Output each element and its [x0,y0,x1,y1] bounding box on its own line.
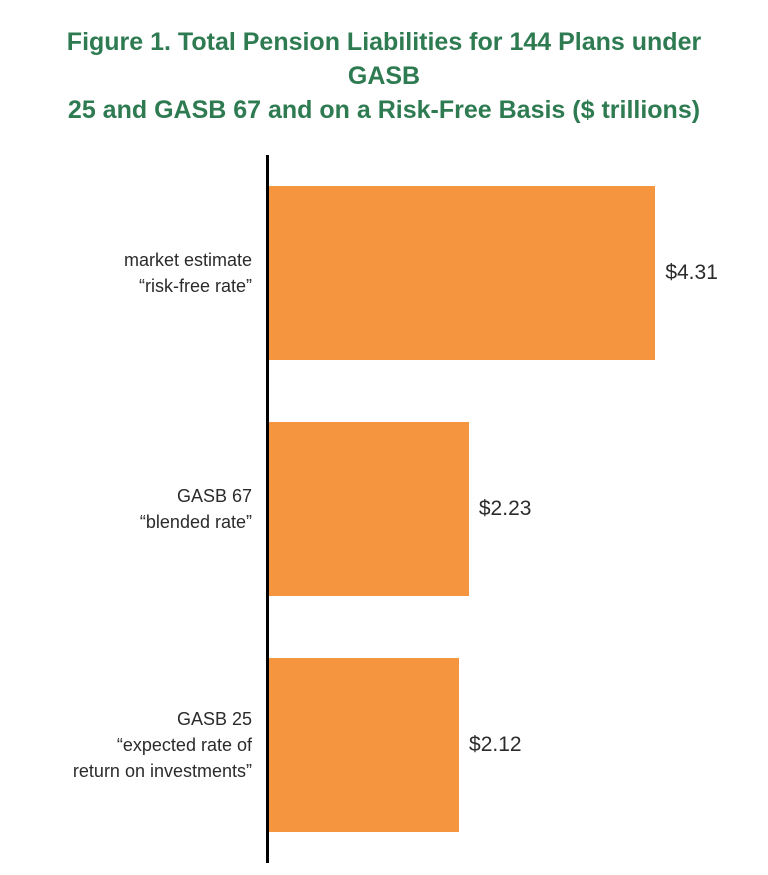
bar-area: $4.31 [266,155,768,392]
figure-title: Figure 1. Total Pension Liabilities for … [66,28,702,124]
value-label: $2.23 [478,497,532,521]
bar-chart: market estimate “risk-free rate” $4.31 G… [0,155,768,864]
bar-area: $2.23 [266,391,768,628]
value-label: $2.12 [469,733,522,757]
bar [269,186,656,361]
bar [269,422,469,597]
category-label: GASB 25 “expected rate of return on inve… [72,709,252,782]
category-label: GASB 67 “blended rate” [139,486,252,533]
chart-row: GASB 67 “blended rate” $2.23 [0,391,768,628]
category-label: market estimate “risk-free rate” [123,250,252,297]
value-label: $4.31 [665,261,718,285]
chart-row: GASB 25 “expected rate of return on inve… [0,627,768,864]
chart-rows: market estimate “risk-free rate” $4.31 G… [0,155,768,864]
chart-row: market estimate “risk-free rate” $4.31 [0,155,768,392]
bar-area: $2.12 [266,627,768,864]
bar [269,658,460,833]
